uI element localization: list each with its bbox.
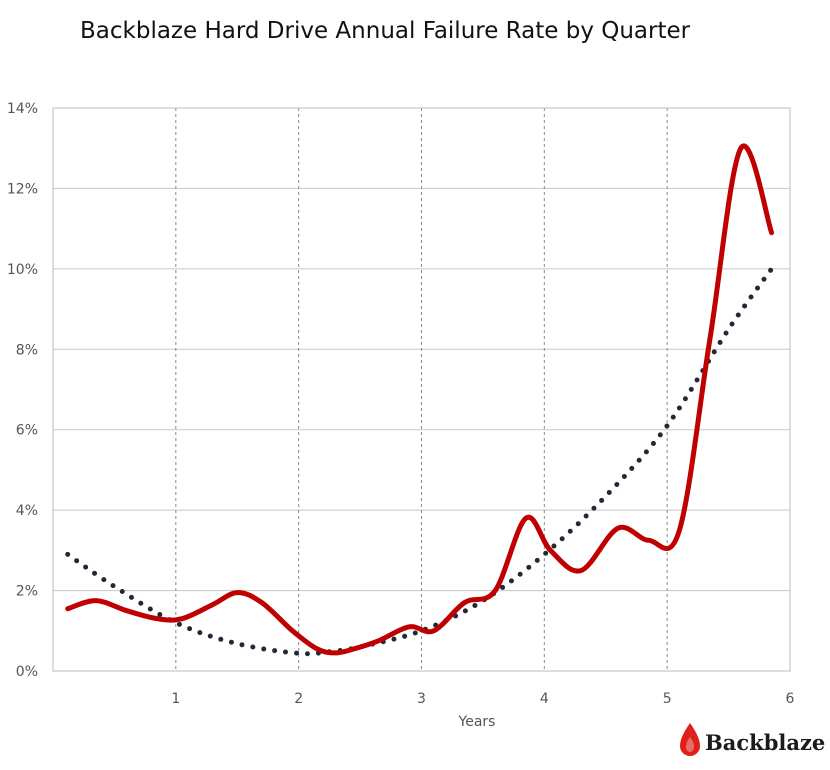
failure-rate-line: [65, 143, 775, 656]
x-tick-label: 5: [663, 691, 672, 707]
series-layer: [65, 143, 775, 657]
logo-text: Backblaze: [705, 730, 825, 755]
y-axis-ticks: 0% 2% 4% 6% 8% 10% 12% 14%: [7, 101, 38, 680]
x-tick-label: 6: [786, 691, 795, 707]
plot-area-border: [52, 107, 791, 672]
grid: [53, 107, 790, 672]
x-axis-ticks: 1 2 3 4 5 6: [171, 691, 794, 707]
x-tick-label: 3: [417, 691, 426, 707]
backblaze-logo: Backblaze: [680, 723, 825, 756]
x-tick-label: 2: [294, 691, 303, 707]
y-tick-label: 0%: [16, 664, 38, 680]
y-tick-label: 8%: [16, 342, 38, 358]
y-tick-label: 4%: [16, 503, 38, 519]
y-tick-label: 10%: [7, 262, 38, 278]
x-axis-label: Years: [458, 714, 496, 730]
y-tick-label: 6%: [16, 423, 38, 439]
x-tick-label: 1: [171, 691, 180, 707]
flame-icon: [680, 723, 700, 756]
chart-title: Backblaze Hard Drive Annual Failure Rate…: [80, 18, 691, 44]
y-tick-label: 12%: [7, 181, 38, 197]
trend-line: [65, 266, 775, 657]
y-tick-label: 14%: [7, 101, 38, 117]
y-tick-label: 2%: [16, 584, 38, 600]
x-tick-label: 4: [540, 691, 549, 707]
